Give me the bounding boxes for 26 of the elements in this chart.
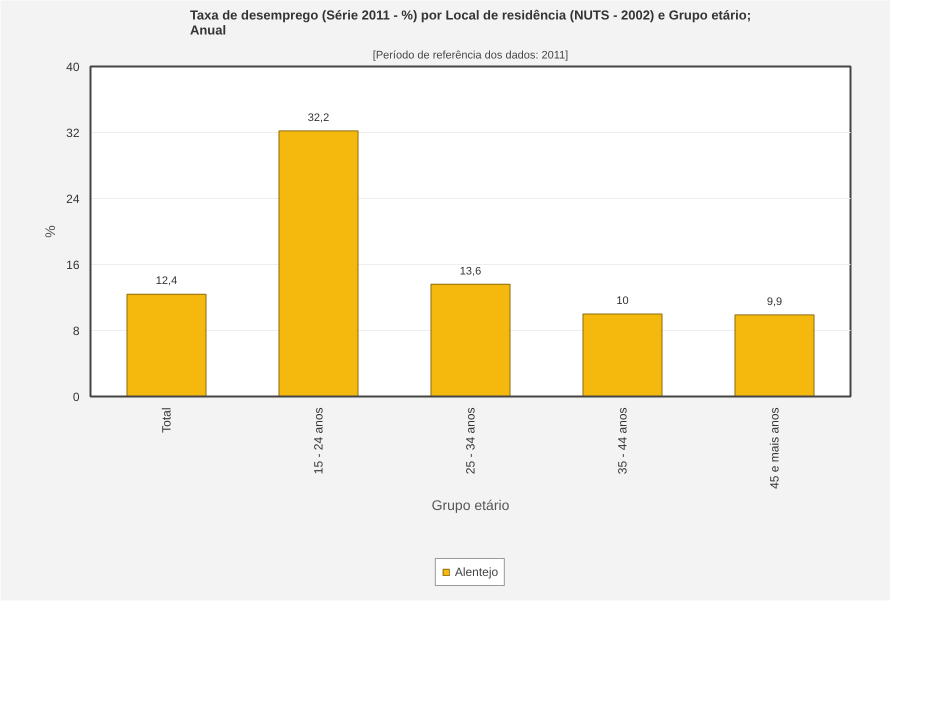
x-tick-label: 45 e mais anos <box>768 407 782 489</box>
bar <box>278 130 359 396</box>
x-axis-title: Grupo etário <box>432 496 510 513</box>
y-tick-label: 16 <box>66 258 80 272</box>
x-tick-label: Total <box>160 407 174 433</box>
text: 13,6 <box>460 265 482 278</box>
legend-label: Alentejo <box>454 564 498 579</box>
y-tick-label: 0 <box>72 390 80 404</box>
x-tick-label: 25 - 34 anos <box>464 407 478 474</box>
y-tick-label: 24 <box>66 192 80 206</box>
bar <box>430 284 511 396</box>
bar <box>126 294 207 396</box>
chart-title: Taxa de desemprego (Série 2011 - %) por Local de residência (NUTS - 2002) e Grupo etário; Anual <box>190 8 752 38</box>
bar <box>734 314 815 396</box>
text: 32,2 <box>308 112 330 124</box>
chart-subtitle: [Período de referência dos dados: 2011] <box>372 50 568 62</box>
x-tick-label: 35 - 44 anos <box>616 407 630 474</box>
x-tick-label: 15 - 24 anos <box>312 407 326 474</box>
text: 12,4 <box>156 275 178 288</box>
y-tick-label: 40 <box>66 60 80 74</box>
y-tick-label: 8 <box>72 324 80 338</box>
text: 10 <box>616 295 629 307</box>
y-axis-title: % <box>42 225 58 238</box>
y-tick-label: 32 <box>66 126 80 140</box>
bar <box>582 314 663 396</box>
text: 9,9 <box>766 296 782 308</box>
